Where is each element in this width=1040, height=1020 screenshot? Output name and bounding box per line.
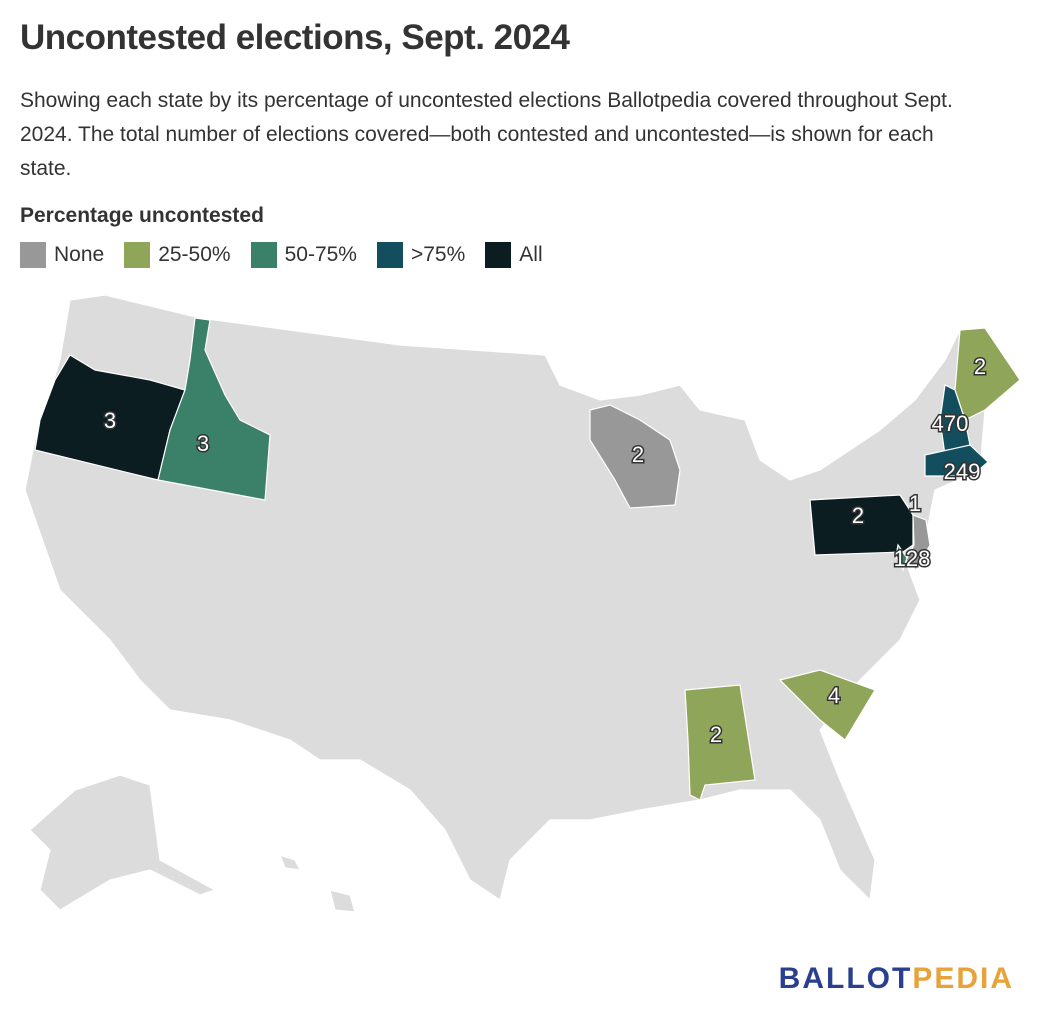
state xyxy=(924,444,989,477)
state-label: 2 xyxy=(852,503,864,528)
state xyxy=(905,514,931,571)
highlighted-states xyxy=(34,317,1021,801)
legend-item: 25-50% xyxy=(124,242,231,268)
legend-item: All xyxy=(485,242,543,268)
legend: None 25-50% 50-75% >75% All xyxy=(20,242,543,268)
state-label: 2 xyxy=(632,442,644,467)
state xyxy=(684,684,756,801)
state xyxy=(157,317,271,501)
base-map xyxy=(24,294,1021,913)
us-outline xyxy=(24,294,1021,902)
state xyxy=(809,494,914,556)
hawaii xyxy=(329,889,356,913)
alaska xyxy=(29,774,217,911)
hawaii xyxy=(278,854,302,871)
legend-label: >75% xyxy=(410,243,466,266)
state-label: 128 xyxy=(894,546,931,571)
state xyxy=(954,327,1021,421)
legend-swatch xyxy=(250,242,277,268)
state xyxy=(589,404,681,509)
legend-swatch xyxy=(124,242,151,268)
logo-part: PEDIA xyxy=(912,962,1014,995)
legend-item: 50-75% xyxy=(250,242,357,268)
state-label: 4 xyxy=(828,683,840,708)
state-labels: 3 3 2 2 1 128 2 470 249 2 4 xyxy=(102,352,987,748)
legend-swatch xyxy=(376,242,403,268)
legend-item: None xyxy=(20,242,104,268)
legend-title: Percentage uncontested xyxy=(20,204,264,227)
legend-label: None xyxy=(54,243,105,266)
state-label: 470 xyxy=(932,411,969,436)
legend-item: >75% xyxy=(376,242,466,268)
legend-label: 50-75% xyxy=(284,243,357,266)
legend-label: 25-50% xyxy=(158,243,231,266)
state-label: 2 xyxy=(710,722,722,747)
legend-swatch xyxy=(485,242,512,268)
map: 3 3 2 2 1 128 2 470 249 2 4 xyxy=(24,294,1021,913)
state xyxy=(778,669,876,741)
state-label: 3 xyxy=(197,431,209,456)
logo-part: BALLOT xyxy=(778,962,913,995)
title: Uncontested elections, Sept. 2024 xyxy=(20,18,570,57)
state-label: 3 xyxy=(104,408,116,433)
state-label: 249 xyxy=(944,459,981,484)
logo: BALLOTPEDIA xyxy=(779,962,1014,996)
state-label: 2 xyxy=(974,354,986,379)
state xyxy=(895,543,908,572)
legend-swatch xyxy=(20,242,46,268)
legend-label: All xyxy=(519,243,543,266)
state-label: 1 xyxy=(909,491,921,516)
subtitle: Showing each state by its percentage of … xyxy=(20,89,953,180)
